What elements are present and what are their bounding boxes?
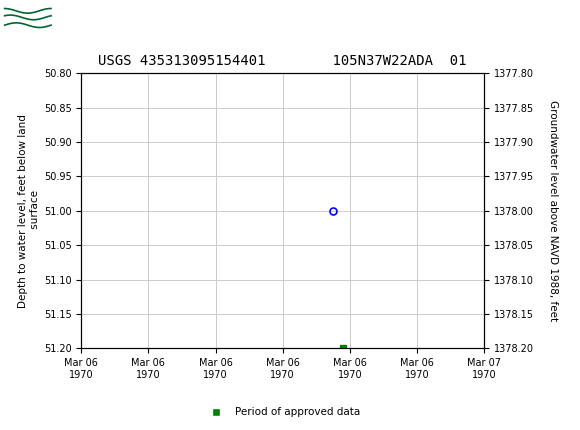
Title: USGS 435313095154401        105N37W22ADA  01: USGS 435313095154401 105N37W22ADA 01 <box>99 54 467 68</box>
Y-axis label: Groundwater level above NAVD 1988, feet: Groundwater level above NAVD 1988, feet <box>548 100 558 321</box>
Bar <box>3 3 52 36</box>
Legend: Period of approved data: Period of approved data <box>201 403 364 421</box>
Y-axis label: Depth to water level, feet below land
 surface: Depth to water level, feet below land su… <box>18 114 39 307</box>
Text: USGS: USGS <box>58 10 113 28</box>
